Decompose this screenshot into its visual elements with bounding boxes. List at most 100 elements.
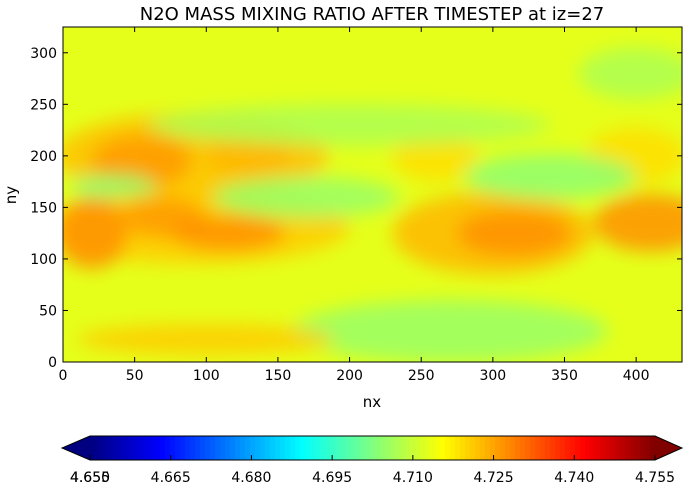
colorbar-segment (540, 436, 546, 460)
colorbar-segment (135, 436, 141, 460)
heatmap-region (457, 210, 572, 256)
colorbar-segment (125, 436, 131, 460)
y-tick-label: 0 (48, 355, 57, 371)
colorbar-segment (210, 436, 216, 460)
colorbar-segment (545, 436, 551, 460)
colorbar-segment (450, 436, 456, 460)
colorbar-segment (515, 436, 521, 460)
colorbar-segment (600, 436, 606, 460)
colorbar-segment (640, 436, 646, 460)
colorbar-segment (635, 436, 641, 460)
colorbar-segment (490, 436, 496, 460)
x-tick-label: 50 (126, 368, 144, 384)
colorbar-segment (90, 436, 96, 460)
colorbar-segment (495, 436, 501, 460)
colorbar-segment (440, 436, 446, 460)
colorbar-segment (625, 436, 631, 460)
y-tick-label: 150 (30, 200, 57, 216)
colorbar-segment (425, 436, 431, 460)
colorbar-segment (610, 436, 616, 460)
colorbar-segment (220, 436, 226, 460)
colorbar-tick-label: 4.665 (151, 470, 191, 486)
colorbar-segment (370, 436, 376, 460)
colorbar-segment (630, 436, 636, 460)
x-tick-label: 150 (265, 368, 292, 384)
colorbar-segment (170, 436, 176, 460)
colorbar-segment (290, 436, 296, 460)
colorbar-tick-label: 4.680 (231, 470, 271, 486)
colorbar-segment (165, 436, 171, 460)
colorbar-segment (330, 436, 336, 460)
colorbar-segment (500, 436, 506, 460)
colorbar-segment (100, 436, 106, 460)
x-tick-label: 200 (336, 368, 363, 384)
colorbar-segment (140, 436, 146, 460)
colorbar-extend-min (62, 436, 90, 460)
colorbar-tick-label: 4.710 (393, 470, 433, 486)
colorbar-segment (485, 436, 491, 460)
colorbar-segment (180, 436, 186, 460)
colorbar-segment (195, 436, 201, 460)
colorbar-segment (480, 436, 486, 460)
colorbar-segment (605, 436, 611, 460)
colorbar-segment (615, 436, 621, 460)
colorbar-segment (250, 436, 256, 460)
colorbar-segment (395, 436, 401, 460)
colorbar-segment (465, 436, 471, 460)
colorbar-segment (560, 436, 566, 460)
colorbar-segment (245, 436, 251, 460)
colorbar-segment (595, 436, 601, 460)
colorbar-segment (410, 436, 416, 460)
heatmap-region (292, 300, 608, 362)
colorbar-segment (430, 436, 436, 460)
colorbar-segment (360, 436, 366, 460)
x-tick-label: 250 (408, 368, 435, 384)
colorbar-segment (115, 436, 121, 460)
plot-frame (62, 26, 683, 363)
colorbar-segment (175, 436, 181, 460)
colorbar-tick-label: 4.650 (70, 470, 110, 486)
colorbar-segment (130, 436, 136, 460)
heatmap-region (464, 153, 637, 200)
colorbar-segment (405, 436, 411, 460)
y-tick-label: 200 (30, 149, 57, 165)
colorbar-segment (110, 436, 116, 460)
x-axis: 0 50 100 150 200 250 300 350 400 (59, 27, 650, 384)
plot-area (62, 26, 683, 363)
colorbar-segment (155, 436, 161, 460)
colorbar-segment (320, 436, 326, 460)
y-tick-label: 300 (30, 46, 57, 62)
colorbar-segment (375, 436, 381, 460)
colorbar-segment (645, 436, 651, 460)
colorbar-segment (555, 436, 561, 460)
heatmap-features (63, 47, 682, 362)
colorbar-segment (200, 436, 206, 460)
colorbar-segment (420, 436, 426, 460)
colorbar-segment (275, 436, 281, 460)
x-tick-label: 0 (59, 368, 68, 384)
x-axis-label: nx (363, 393, 382, 411)
colorbar-segment (270, 436, 276, 460)
colorbar-segment (525, 436, 531, 460)
x-tick-label: 300 (479, 368, 506, 384)
y-tick-label: 50 (39, 303, 57, 319)
colorbar-segment (300, 436, 306, 460)
colorbar-segment (510, 436, 516, 460)
colorbar-segment (95, 436, 101, 460)
colorbar-segment (505, 436, 511, 460)
heatmap-region (91, 135, 192, 187)
colorbar-tick-label: 4.695 (312, 470, 352, 486)
colorbar-segment (385, 436, 391, 460)
x-tick-label: 100 (193, 368, 220, 384)
colorbar-tick-label: 4.725 (474, 470, 514, 486)
heatmap-region (77, 323, 336, 355)
colorbar-segment (445, 436, 451, 460)
chart-title: N2O MASS MIXING RATIO AFTER TIMESTEP at … (140, 4, 605, 25)
colorbar-segment (205, 436, 211, 460)
colorbar-segment (265, 436, 271, 460)
colorbar-segment (315, 436, 321, 460)
y-axis: 0 50 100 150 200 250 300 (30, 46, 682, 371)
colorbar-segment (585, 436, 591, 460)
colorbar-segment (565, 436, 571, 460)
colorbar-segment (120, 436, 126, 460)
